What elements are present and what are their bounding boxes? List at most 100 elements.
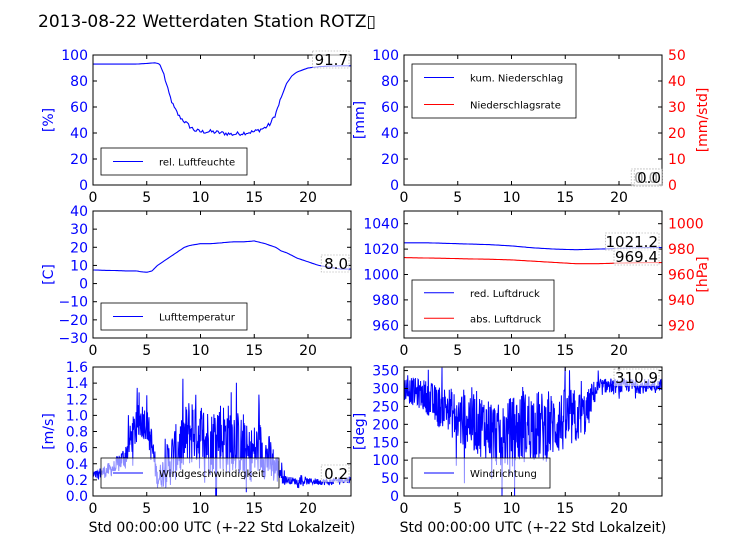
x-tick-label: 0	[89, 343, 98, 359]
legend-label: Windrichtung	[470, 469, 537, 480]
y-tick-label: 1.4	[66, 376, 88, 392]
y-tick-label: 150	[372, 435, 399, 451]
annotation-box	[320, 254, 350, 273]
axes-frame	[403, 54, 663, 186]
y-axis-label: [mm]	[352, 101, 368, 139]
annotation-box	[613, 247, 660, 266]
legend: Windgeschwindigkeit	[100, 457, 280, 489]
x-tick-label: 5	[142, 190, 151, 206]
x-tick-label: 10	[503, 190, 521, 206]
y2-tick-label: 20	[668, 126, 686, 142]
chart-panel-precipitation: 0 5 10 15 20 0 20 40 60 80 100 0 10 20 30 40 50 [mm] [mm/s…	[352, 48, 711, 206]
y-tick-label: 20	[381, 152, 399, 168]
annotation-text: 1021.2	[606, 233, 659, 251]
y-tick-label: 80	[381, 74, 399, 90]
y2-tick-label: 0	[668, 178, 677, 194]
y-tick-label: 0.0	[66, 489, 88, 505]
x-tick-label: 20	[299, 190, 317, 206]
y-tick-label: 0	[79, 178, 88, 194]
annotation-text: 969.4	[615, 248, 658, 266]
y-axis-label: [%]	[41, 108, 57, 132]
value-annotation: 310.9	[613, 368, 660, 387]
annotation-text: 0.0	[637, 169, 661, 187]
y-tick-label: 250	[372, 399, 399, 415]
value-annotation: 91.7	[312, 50, 350, 69]
series-line-1	[93, 378, 351, 496]
y-tick-label: 0	[390, 178, 399, 194]
y-tick-label: −10	[58, 295, 88, 311]
y2-tick-label: 30	[668, 100, 686, 116]
annotation-box	[613, 368, 660, 387]
x-tick-label: 5	[142, 343, 151, 359]
x-tick-label: 20	[610, 501, 628, 517]
x-tick-label: 15	[245, 501, 263, 517]
legend-label: kum. Niederschlag	[470, 74, 563, 85]
legend-label: rel. Luftfeuchte	[159, 158, 235, 169]
legend-box	[411, 279, 555, 332]
x-tick-label: 20	[299, 501, 317, 517]
y2-tick-label: 50	[668, 48, 686, 64]
y2-tick-label: 980	[668, 242, 695, 258]
x-tick-label: 15	[245, 343, 263, 359]
x-tick-label: 10	[192, 343, 210, 359]
legend-label: red. Luftdruck	[470, 289, 540, 300]
series-line-1	[404, 367, 662, 496]
y-axis-label: [C]	[41, 264, 57, 285]
figure-title: 2013-08-22 Wetterdaten Station ROTZ▯	[38, 12, 376, 32]
value-annotation: 0.0	[633, 168, 663, 187]
y2-tick-label: 10	[668, 152, 686, 168]
y-tick-label: 40	[70, 126, 88, 142]
y-tick-label: 30	[70, 222, 88, 238]
y-tick-label: 100	[61, 48, 88, 64]
chart-panel-temperature: 0 5 10 15 20 −30 −20 −10 0 10 20 30 40 [C] Lufttempera…	[41, 204, 352, 359]
y-tick-label: 60	[381, 100, 399, 116]
legend-label: abs. Luftdruck	[470, 314, 541, 325]
x-tick-label: 20	[610, 190, 628, 206]
y-axis-label: [m/s]	[41, 413, 57, 450]
annotation-text: 310.9	[615, 369, 658, 387]
x-tick-label: 15	[556, 343, 574, 359]
chart-panel-humidity: 0 5 10 15 20 0 20 40 60 80 100 [%] rel. Luftfeuchte 9…	[41, 48, 352, 206]
y-tick-label: 100	[372, 48, 399, 64]
y-tick-label: 1040	[363, 217, 399, 233]
legend-label: Niederschlagsrate	[470, 101, 561, 112]
x-axis-label: Std 00:00:00 UTC (+-22 Std Lokalzeit)	[400, 520, 667, 536]
legend: red. Luftdruck abs. Luftdruck	[411, 279, 555, 332]
axes-frame	[92, 54, 352, 186]
y2-tick-label: 960	[668, 268, 695, 284]
value-annotation: 1021.2	[605, 232, 660, 251]
y-tick-label: 0.4	[66, 457, 88, 473]
y-tick-label: 0.6	[66, 441, 88, 457]
x-tick-label: 0	[89, 501, 98, 517]
chart-panel-pressure: 0 5 10 15 20 960 980 1000 1020 1040 920 940 960 980 10…	[363, 210, 711, 359]
legend-box	[411, 63, 577, 119]
y-tick-label: 50	[381, 471, 399, 487]
x-tick-label: 10	[192, 501, 210, 517]
legend: Windrichtung	[411, 457, 551, 489]
y-tick-label: 100	[372, 453, 399, 469]
x-tick-label: 0	[400, 343, 409, 359]
y-tick-label: 0.8	[66, 425, 88, 441]
y-tick-label: 80	[70, 74, 88, 90]
y-tick-label: 300	[372, 382, 399, 398]
y-axis-label: [deg]	[352, 413, 368, 450]
x-tick-label: 0	[400, 501, 409, 517]
x-tick-label: 5	[142, 501, 151, 517]
y-tick-label: 350	[372, 364, 399, 380]
series-line-1	[93, 62, 351, 137]
x-tick-label: 15	[556, 190, 574, 206]
y-tick-label: 200	[372, 417, 399, 433]
y2-tick-label: 1000	[668, 217, 704, 233]
y2-tick-label: 940	[668, 293, 695, 309]
x-tick-label: 15	[245, 190, 263, 206]
y-tick-label: 960	[372, 318, 399, 334]
y-tick-label: 60	[70, 100, 88, 116]
series-line-1	[93, 240, 351, 273]
y2-axis-label: [mm/std]	[695, 88, 711, 153]
axes-frame	[403, 366, 663, 497]
value-annotation: 969.4	[613, 247, 660, 266]
x-tick-label: 20	[610, 343, 628, 359]
x-tick-label: 10	[192, 190, 210, 206]
